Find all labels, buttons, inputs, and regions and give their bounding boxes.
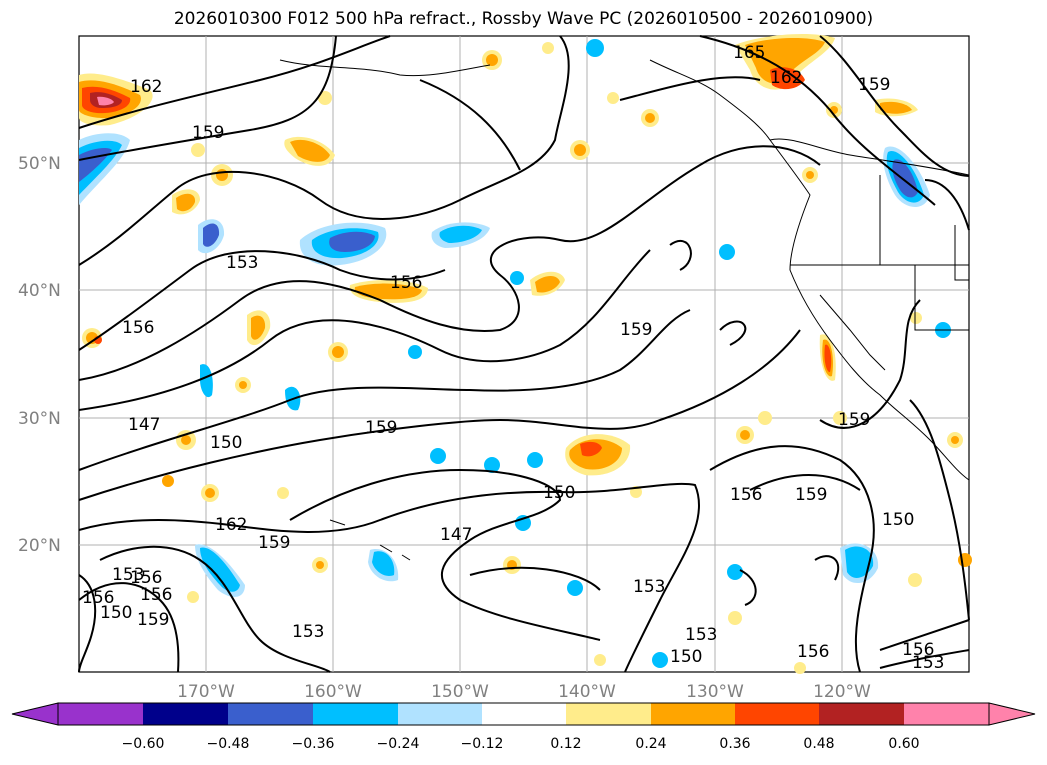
contour-label: 153 xyxy=(292,622,324,642)
colorbar-tick-label: 0.48 xyxy=(803,736,834,752)
contour-label: 147 xyxy=(440,525,472,545)
contour-labels: 162 159 153 156 156 159 147 150 159 150 … xyxy=(82,43,944,673)
colorbar-extend-right xyxy=(988,702,1036,726)
colorbar-tick-label: 0.60 xyxy=(888,736,919,752)
colorbar-tick-label: −0.24 xyxy=(377,736,420,752)
longitude-labels: 170°W 160°W 150°W 140°W 130°W 120°W xyxy=(177,682,871,702)
contour-label: 156 xyxy=(730,485,762,505)
contour-label: 156 xyxy=(140,585,172,605)
contour-label: 159 xyxy=(858,75,890,95)
contour-label: 153 xyxy=(633,577,665,597)
contour-label: 153 xyxy=(226,253,258,273)
contour-label: 156 xyxy=(902,640,934,660)
colorbar-segment xyxy=(482,703,566,725)
contour-label: 159 xyxy=(365,418,397,438)
colorbar-segment xyxy=(228,703,313,725)
colorbar-tick-label: 0.24 xyxy=(635,736,666,752)
contour-label: 159 xyxy=(137,610,169,630)
map-title: 2026010300 F012 500 hPa refract., Rossby… xyxy=(173,9,874,29)
colorbar-tick-label: 0.36 xyxy=(719,736,750,752)
colorbar-segment xyxy=(566,703,651,725)
colorbar-segment xyxy=(651,703,735,725)
lon-label: 130°W xyxy=(686,682,744,702)
lon-label: 120°W xyxy=(813,682,871,702)
contour-label: 165 xyxy=(733,43,765,63)
contour-label: 153 xyxy=(912,653,944,673)
colorbar-segment xyxy=(904,703,989,725)
colorbar-segment xyxy=(143,703,228,725)
contour-label: 150 xyxy=(882,510,914,530)
contour-label: 147 xyxy=(128,415,160,435)
contour-label: 153 xyxy=(685,625,717,645)
lat-label: 30°N xyxy=(18,409,61,429)
lon-label: 170°W xyxy=(177,682,235,702)
lon-label: 160°W xyxy=(304,682,362,702)
colorbar-tick-label: −0.48 xyxy=(207,736,250,752)
contour-label: 156 xyxy=(82,588,114,608)
contour-label: 162 xyxy=(770,68,802,88)
contour-label: 156 xyxy=(390,273,422,293)
contour-label: 150 xyxy=(210,433,242,453)
colorbar-segment xyxy=(58,703,143,725)
contour-label: 150 xyxy=(543,483,575,503)
contour-label: 162 xyxy=(215,515,247,535)
contour-label: 156 xyxy=(122,318,154,338)
contour-label: 150 xyxy=(100,603,132,623)
contour-label: 159 xyxy=(838,410,870,430)
contour-label: 159 xyxy=(795,485,827,505)
contour-label: 159 xyxy=(258,533,290,553)
lon-label: 150°W xyxy=(431,682,489,702)
gridlines xyxy=(79,36,969,672)
contour-label: 159 xyxy=(192,123,224,143)
contour-label: 156 xyxy=(130,568,162,588)
contour-label: 159 xyxy=(620,320,652,340)
colorbar-extend-left xyxy=(11,702,59,726)
colorbar-segment xyxy=(398,703,482,725)
colorbar-segment xyxy=(819,703,904,725)
colorbar: −0.60 −0.48 −0.36 −0.24 −0.12 0.12 0.24 … xyxy=(11,702,1036,752)
lat-label: 20°N xyxy=(18,536,61,556)
lon-label: 140°W xyxy=(558,682,616,702)
contour-label: 153 xyxy=(112,565,144,585)
colorbar-tick-label: 0.12 xyxy=(550,736,581,752)
lat-label: 40°N xyxy=(18,281,61,301)
contour-lines xyxy=(78,35,970,673)
contour-label: 156 xyxy=(797,642,829,662)
lat-label: 50°N xyxy=(18,154,61,174)
coastlines xyxy=(279,59,970,561)
colorbar-tick-label: −0.12 xyxy=(461,736,504,752)
colorbar-segment xyxy=(735,703,819,725)
latitude-labels: 50°N 40°N 30°N 20°N xyxy=(18,154,61,556)
contour-label: 150 xyxy=(670,647,702,667)
colorbar-segment xyxy=(313,703,398,725)
colorbar-tick-label: −0.36 xyxy=(292,736,335,752)
colorbar-tick-label: −0.60 xyxy=(122,736,165,752)
contour-label: 162 xyxy=(130,77,162,97)
